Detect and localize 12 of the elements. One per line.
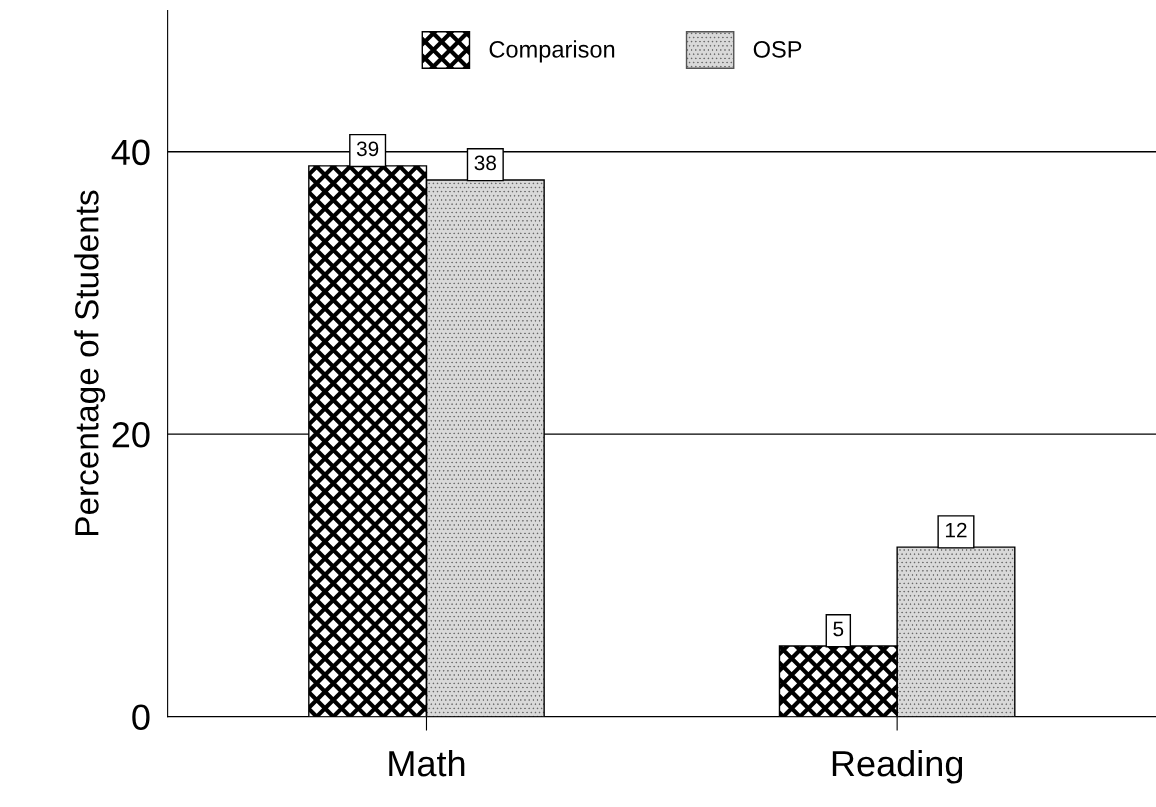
data-label: 12 xyxy=(945,522,967,538)
data-label: 38 xyxy=(474,155,496,171)
y-tick-label: 40 xyxy=(111,139,150,166)
y-tick-label: 20 xyxy=(112,422,150,448)
y-tick-label: 0 xyxy=(132,704,150,731)
x-tick-label: Math xyxy=(389,749,465,777)
data-label: 39 xyxy=(356,141,379,157)
legend-label: OSP xyxy=(753,40,802,58)
y-axis-title: Percentage of Students xyxy=(74,190,106,535)
x-tick-label: Reading xyxy=(832,749,963,784)
data-label: 5 xyxy=(833,621,844,637)
legend-label: Comparison xyxy=(489,40,615,63)
